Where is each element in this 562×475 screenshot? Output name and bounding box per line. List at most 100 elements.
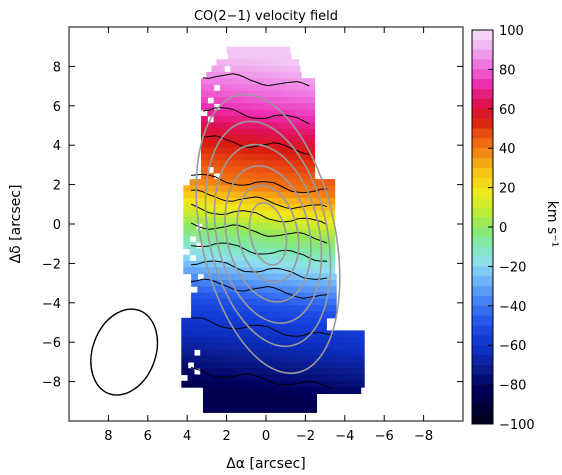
colorbar-tick-label: 0 <box>499 221 507 236</box>
velocity-pixel <box>250 380 258 388</box>
velocity-pixel <box>265 267 273 275</box>
velocity-pixel <box>238 361 245 369</box>
velocity-pixel <box>254 279 262 287</box>
velocity-pixel <box>247 273 255 281</box>
velocity-pixel <box>208 254 216 262</box>
velocity-pixel <box>207 128 215 136</box>
velocity-pixel <box>282 71 289 79</box>
velocity-pixel <box>256 361 264 369</box>
velocity-pixel <box>221 406 229 413</box>
velocity-pixel <box>181 380 189 388</box>
velocity-pixel <box>345 355 353 363</box>
colorbar-tick-label: −60 <box>499 339 526 354</box>
velocity-pixel <box>313 368 321 376</box>
velocity-pixel <box>275 374 283 382</box>
velocity-pixel <box>206 361 214 369</box>
velocity-pixel <box>260 59 268 67</box>
velocity-pixel <box>264 103 271 111</box>
velocity-pixel <box>183 198 191 205</box>
colorbar-segment <box>472 355 493 366</box>
velocity-pixel <box>298 286 306 294</box>
velocity-pixel <box>231 317 239 325</box>
velocity-pixel <box>245 135 252 142</box>
velocity-pixel <box>259 406 267 413</box>
velocity-pixel <box>244 330 252 338</box>
velocity-pixel <box>232 46 240 54</box>
velocity-pixel <box>212 343 220 350</box>
velocity-pixel <box>298 298 306 306</box>
velocity-pixel <box>233 179 241 186</box>
velocity-pixel <box>225 324 233 331</box>
velocity-pixel <box>233 204 241 212</box>
y-tick-label: 4 <box>53 139 61 154</box>
x-axis-label: Δα [arcsec] <box>226 456 306 472</box>
velocity-pixel <box>217 65 225 73</box>
velocity-pixel <box>307 380 315 388</box>
velocity-pixel <box>256 368 264 376</box>
velocity-pixel <box>276 166 284 174</box>
velocity-pixel <box>301 84 309 92</box>
velocity-pixel <box>229 298 236 306</box>
velocity-pixel <box>207 78 215 86</box>
velocity-pixel <box>277 223 285 231</box>
velocity-pixel <box>320 361 327 369</box>
velocity-pixel <box>219 141 227 149</box>
velocity-pixel <box>341 387 349 394</box>
velocity-pixel <box>245 78 252 86</box>
velocity-pixel <box>303 387 311 394</box>
velocity-pixel <box>284 406 292 413</box>
velocity-pixel <box>222 286 230 294</box>
velocity-pixel <box>181 343 189 350</box>
velocity-pixel <box>266 292 274 300</box>
velocity-pixel <box>240 185 247 193</box>
velocity-pixel <box>289 147 297 155</box>
velocity-pixel <box>277 46 284 54</box>
velocity-pixel <box>229 273 236 281</box>
velocity-pixel <box>258 198 266 205</box>
velocity-pixel <box>357 380 365 388</box>
velocity-pixel <box>320 324 327 331</box>
velocity-pixel <box>289 103 297 111</box>
velocity-pixel <box>255 65 263 73</box>
velocity-pixel <box>301 374 308 382</box>
velocity-pixel <box>207 90 215 98</box>
velocity-pixel <box>219 128 227 136</box>
velocity-pixel <box>328 254 336 262</box>
velocity-pixel <box>233 198 241 205</box>
velocity-pixel <box>232 128 240 136</box>
velocity-pixel <box>309 185 317 193</box>
velocity-pixel <box>206 368 214 376</box>
velocity-pixel <box>317 305 325 313</box>
intensity-contour <box>204 120 332 348</box>
velocity-pixel <box>287 65 294 73</box>
velocity-pixel <box>251 135 259 142</box>
velocity-pixel <box>329 387 336 394</box>
velocity-pixel <box>232 90 240 98</box>
velocity-pixel <box>276 141 284 149</box>
velocity-pixel <box>328 223 336 231</box>
velocity-pixel <box>276 153 284 161</box>
velocity-pixel <box>240 399 248 407</box>
velocity-pixel <box>187 324 195 331</box>
velocity-pixel <box>225 361 233 369</box>
velocity-pixel <box>209 399 217 407</box>
velocity-pixel <box>206 330 214 338</box>
velocity-pixel <box>257 172 265 180</box>
velocity-pixel <box>270 46 278 54</box>
velocity-pixel <box>308 109 316 117</box>
velocity-pixel <box>329 273 337 281</box>
velocity-pixel <box>238 166 246 174</box>
velocity-pixel <box>264 90 271 98</box>
velocity-pixel <box>206 336 214 344</box>
velocity-pixel <box>225 374 233 382</box>
velocity-pixel <box>226 109 234 117</box>
velocity-pixel <box>296 216 304 224</box>
velocity-pixel <box>240 210 247 218</box>
velocity-pixel <box>309 261 317 268</box>
velocity-pixel <box>225 343 233 350</box>
velocity-pixel <box>231 343 239 350</box>
velocity-pixel <box>260 311 268 319</box>
velocity-pixel <box>183 191 191 199</box>
colorbar-tick-label: 80 <box>499 63 516 78</box>
velocity-pixel <box>219 90 227 98</box>
